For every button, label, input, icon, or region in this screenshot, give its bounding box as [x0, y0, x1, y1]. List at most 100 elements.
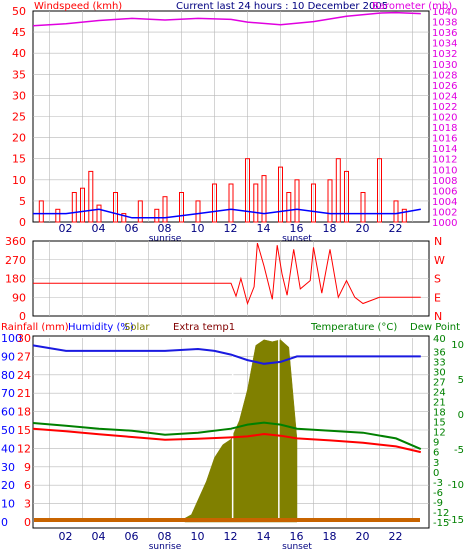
temp-f-ticks: 10 5 0 -5 -10 -15 [448, 340, 464, 526]
wind-bar [377, 158, 382, 223]
baro-y-tick: 1006 [432, 186, 457, 197]
compass-tick: N [434, 310, 442, 323]
wind-bar [286, 192, 292, 223]
baro-y-tick: 1022 [432, 102, 457, 113]
wind-bar [360, 192, 366, 223]
wind-y-tick: 35 [12, 68, 26, 81]
temp-c-tick: -3 [433, 478, 443, 489]
x-tick-label: 20 [356, 222, 370, 235]
baro-y-tick: 1038 [432, 18, 457, 29]
wind-bars [38, 158, 407, 223]
wind-y-tick: 25 [12, 111, 26, 124]
wind-y-tick: 0 [19, 216, 26, 229]
x-tick-label: 18 [323, 222, 337, 235]
humidity-y-tick: 60 [1, 406, 15, 419]
x-tick-label: 16 [290, 222, 304, 235]
humidity-y-tick: 10 [1, 498, 15, 511]
x-tick-label: 16 [290, 530, 304, 543]
baro-y-tick: 1000 [432, 218, 457, 229]
rain-y-tick: 21 [17, 387, 31, 400]
compass-tick: S [434, 273, 441, 286]
temp-c-tick: 40 [433, 334, 446, 345]
rain-y-tick: 12 [17, 442, 31, 455]
wind-lines [32, 11, 421, 219]
temperature-label: Temperature (°C) [310, 322, 397, 333]
x-tick-label: 20 [356, 530, 370, 543]
baro-y-tick: 1014 [432, 144, 457, 155]
compass-tick: W [434, 254, 445, 267]
rain-y-tick: 18 [17, 406, 31, 419]
wind-bar [55, 208, 61, 223]
temp-c-tick: 3 [433, 458, 439, 469]
baro-y-tick: 1026 [432, 81, 457, 92]
temp-lines [32, 344, 422, 522]
humidity-y-tick: 100 [1, 332, 22, 345]
solar-label: Solar [124, 322, 150, 333]
temp-c-tick: 9 [433, 438, 439, 449]
avg-wind-line [33, 208, 421, 219]
humidity-line [32, 344, 421, 365]
temp-c-tick: 18 [433, 408, 446, 419]
solar-area [184, 338, 298, 523]
temp-c-tick: 12 [433, 428, 446, 439]
humidity-y-tick: 50 [1, 424, 15, 437]
wind-y-ticks: 0 5 10 15 20 25 30 35 40 45 50 [12, 5, 26, 229]
wind-bar [278, 166, 283, 223]
rain-y-tick: 15 [17, 424, 31, 437]
humidity-y-ticks: 0 10 20 30 40 50 60 70 80 90 100 [1, 332, 22, 529]
x-tick-label: 08 [158, 222, 172, 235]
wind-bar [327, 179, 333, 223]
humidity-y-tick: 80 [1, 369, 15, 382]
sunset-marker: sunset [282, 234, 312, 244]
compass-tick: N [434, 235, 442, 248]
x-tick-label: 10 [191, 222, 205, 235]
baro-y-tick: 1016 [432, 134, 457, 145]
wind-bar [212, 183, 217, 223]
dewpoint-line [32, 421, 422, 451]
temp-c-tick: 27 [433, 377, 446, 388]
baro-y-tick: 1034 [432, 39, 457, 50]
temp-c-tick: -6 [433, 488, 443, 499]
wind-grid [33, 11, 429, 222]
x-tick-label: 12 [224, 530, 238, 543]
wind-y-tick: 5 [19, 195, 26, 208]
temp-c-tick: -9 [433, 498, 443, 509]
temp-x-ticks: 02 04 06 08 10 12 14 16 18 20 22 sunrise sunset [59, 530, 403, 552]
baro-y-tick: 1020 [432, 113, 457, 124]
direction-y-ticks: 0 90 180 270 360 [5, 235, 26, 323]
baro-y-tick: 1002 [432, 207, 457, 218]
baro-y-tick: 1018 [432, 123, 457, 134]
sunrise-marker: sunrise [149, 234, 182, 244]
direction-y-tick: 180 [5, 273, 26, 286]
sunset-marker: sunset [282, 542, 312, 552]
rain-y-tick: 6 [24, 479, 31, 492]
wind-bar [71, 192, 77, 223]
wind-bar [88, 170, 94, 223]
humidity-y-tick: 20 [1, 479, 15, 492]
x-tick-label: 02 [59, 222, 73, 235]
temp-c-tick: 33 [433, 357, 446, 368]
sunrise-marker: sunrise [149, 542, 182, 552]
wind-bar [96, 204, 102, 223]
rain-y-tick: 9 [24, 461, 31, 474]
x-tick-label: 06 [125, 222, 139, 235]
wind-bar [38, 200, 44, 223]
x-tick-label: 04 [92, 222, 106, 235]
wind-bar [245, 158, 250, 223]
rain-y-tick: 0 [24, 516, 31, 529]
baro-y-tick: 1024 [432, 91, 457, 102]
baro-y-tick: 1030 [432, 60, 457, 71]
humidity-label: Humidity (%) [68, 322, 134, 333]
x-tick-label: 14 [257, 222, 271, 235]
windspeed-label: Windspeed (kmh) [34, 1, 122, 12]
x-tick-label: 14 [257, 530, 271, 543]
wind-bar [113, 192, 118, 223]
direction-line [33, 242, 421, 306]
wind-bar [195, 200, 201, 223]
wind-bar [261, 175, 267, 223]
temp-c-tick: 21 [433, 398, 446, 409]
baro-y-tick: 1040 [432, 7, 457, 18]
wind-y-tick: 15 [12, 153, 26, 166]
wind-bar [228, 183, 234, 223]
